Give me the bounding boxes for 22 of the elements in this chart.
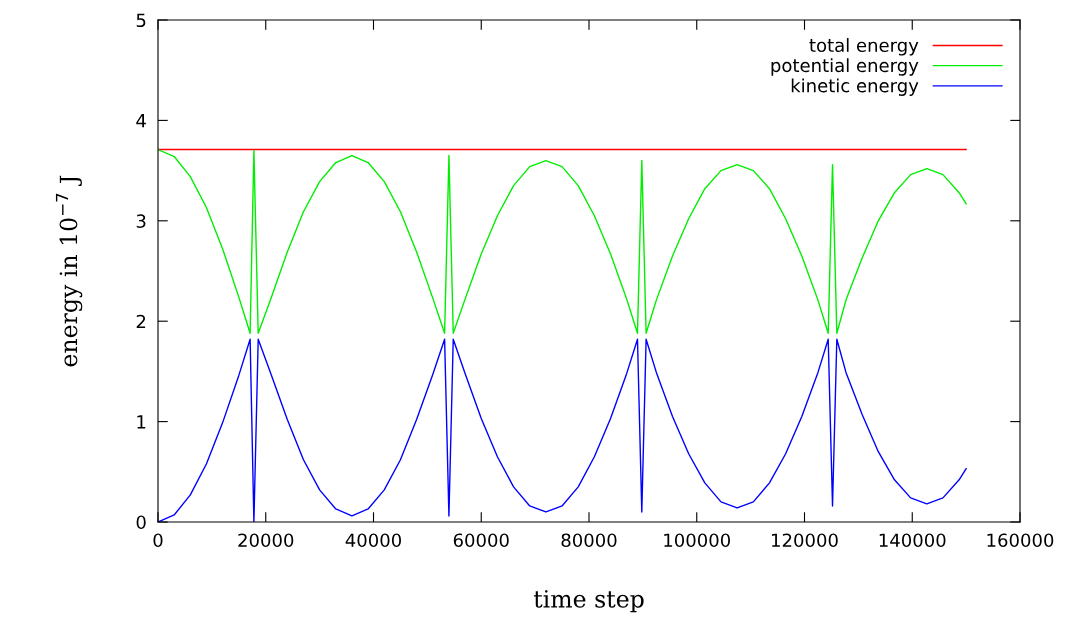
- y-tick-label: 4: [136, 114, 146, 128]
- x-tick-label: 40000: [345, 533, 402, 548]
- x-axis-title: time step: [533, 590, 644, 613]
- line-series: [158, 338, 967, 522]
- x-tick-label: 120000: [772, 533, 838, 548]
- x-tick-label: 0: [153, 533, 163, 548]
- line-series: [158, 148, 967, 334]
- y-tick-label: 1: [137, 415, 146, 429]
- x-tick-label: 60000: [453, 533, 509, 548]
- y-tick-label: 2: [136, 314, 146, 329]
- legend-label: kinetic energy: [791, 78, 919, 96]
- x-tick-label: 80000: [561, 533, 617, 548]
- x-tick-label: 20000: [238, 533, 294, 548]
- x-tick-label: 100000: [664, 533, 731, 548]
- y-tick-label: 5: [136, 13, 146, 28]
- y-axis-title: energy in 10$^{−7}$ J: [55, 175, 83, 367]
- y-tick-label: 3: [136, 214, 146, 228]
- legend-label: total energy: [809, 38, 919, 56]
- x-tick-label: 140000: [879, 533, 946, 548]
- legend-label: potential energy: [771, 58, 919, 76]
- y-tick-label: 0: [136, 515, 146, 530]
- x-tick-label: 160000: [987, 533, 1054, 548]
